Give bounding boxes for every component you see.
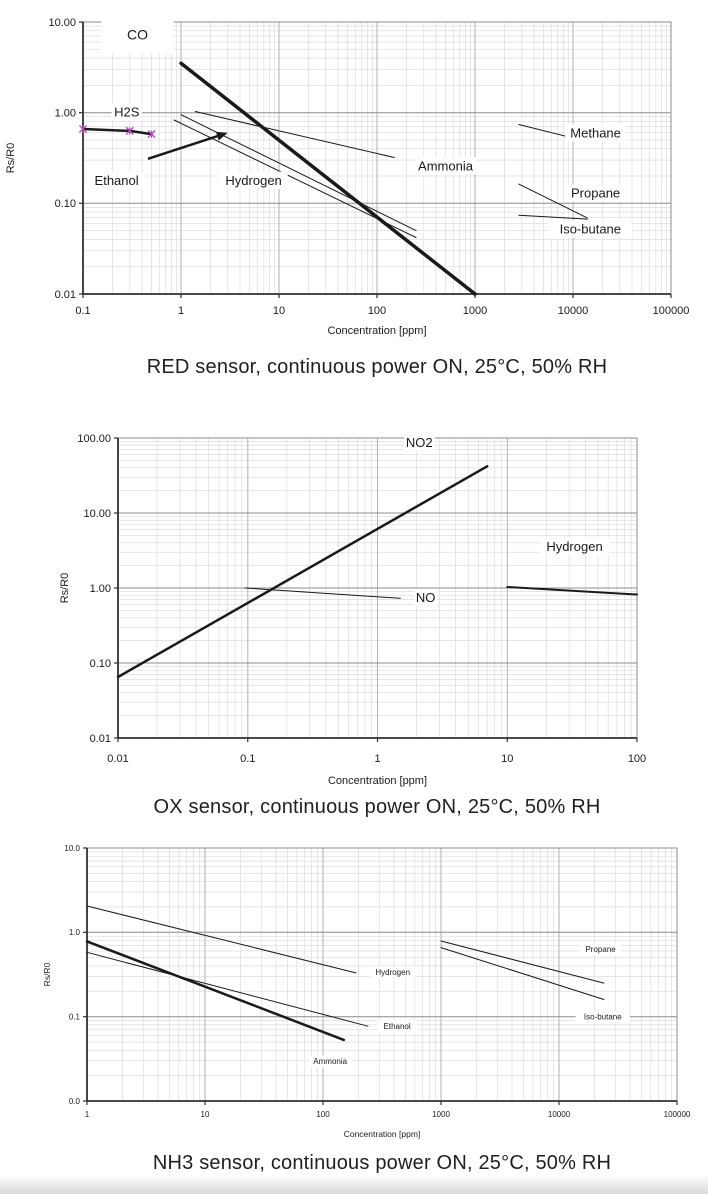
- ox-sensor-caption: OX sensor, continuous power ON, 25°C, 50…: [153, 796, 601, 818]
- series-hydrogen: [506, 586, 638, 596]
- annotation-arrow: [147, 135, 218, 160]
- x-tick-label: 0.01: [107, 753, 128, 765]
- label-propane: Propane: [585, 945, 616, 954]
- y-axis-title: Rs/R0: [42, 962, 52, 986]
- label-ethanol: Ethanol: [95, 173, 139, 188]
- y-tick-label: 100.00: [77, 433, 111, 445]
- y-tick-label: 10.0: [64, 844, 80, 853]
- label-no-bg: [414, 588, 438, 606]
- x-tick-label: 1: [374, 753, 380, 765]
- x-axis-title: Concentration [ppm]: [344, 1129, 421, 1139]
- x-tick-label: 1: [178, 305, 184, 317]
- label-iso-butane-bg: [548, 220, 632, 238]
- label-hydrogen: Hydrogen: [225, 173, 281, 188]
- series-propane: [518, 183, 588, 219]
- x-tick-label: 10000: [548, 1110, 571, 1119]
- x-tick-label: 10: [273, 305, 285, 317]
- y-tick-label: 1.0: [69, 928, 81, 937]
- label-no: NO: [416, 590, 436, 605]
- series-h2s-marker: [147, 130, 156, 139]
- series-h2s: [81, 127, 153, 136]
- label-ammonia: Ammonia: [418, 158, 474, 173]
- label-h2s: H2S: [114, 104, 140, 119]
- y-tick-label: 0.10: [55, 198, 76, 210]
- y-tick-label: 1.00: [55, 108, 76, 120]
- x-tick-label: 0.1: [240, 753, 255, 765]
- series-iso-butane: [518, 214, 588, 220]
- label-ethanol-bg: [86, 171, 147, 189]
- label-methane: Methane: [570, 125, 621, 140]
- label-ethanol-bg: [376, 1020, 418, 1033]
- y-tick-label: 0.01: [90, 733, 111, 745]
- x-tick-label: 100: [628, 753, 646, 765]
- chart-canvas: 0.01 0.1 1 10 100 100.00 10.00 1.00 0.10 0.01 Conc…: [59, 433, 646, 787]
- label-hydrogen-bg: [540, 537, 609, 555]
- label-propane-bg: [565, 184, 626, 202]
- series-ammonia: [85, 940, 346, 1042]
- series-iso-butane: [440, 947, 605, 1000]
- label-propane: Propane: [571, 186, 620, 201]
- label-h2s-bg: [111, 103, 143, 121]
- y-tick-label: 0.01: [55, 289, 76, 301]
- series-co: [179, 61, 477, 296]
- nh3-sensor-figure: 1 10 100 1000 10000 100000 10.0 1.0 0.1 0.0 Concen…: [0, 835, 708, 1145]
- x-tick-label: 100000: [653, 305, 690, 317]
- series-h2s-marker: [125, 126, 134, 135]
- series-no: [244, 587, 401, 599]
- y-tick-label: 0.0: [69, 1097, 81, 1106]
- y-axis-title: Rs/R0: [5, 143, 17, 174]
- chart-canvas: 1 10 100 1000 10000 100000 10.0 1.0 0.1 0.0 Concen…: [42, 844, 691, 1139]
- series-no2: [116, 465, 489, 679]
- x-tick-label: 100: [316, 1110, 330, 1119]
- x-tick-label: 1000: [463, 305, 487, 317]
- y-tick-label: 10.00: [83, 508, 111, 520]
- label-propane-bg: [580, 943, 621, 956]
- series-hydrogen: [173, 119, 417, 238]
- x-tick-label: 10000: [558, 305, 589, 317]
- label-iso-butane: Iso-butane: [560, 222, 621, 237]
- label-iso-butane: Iso-butane: [584, 1013, 622, 1022]
- series-propane: [440, 940, 605, 984]
- label-ammonia: Ammonia: [313, 1057, 347, 1066]
- nh3-sensor-caption: NH3 sensor, continuous power ON, 25°C, 5…: [152, 1152, 612, 1174]
- label-hydrogen: Hydrogen: [375, 968, 410, 977]
- x-tick-label: 100: [368, 305, 386, 317]
- x-tick-label: 10: [501, 753, 513, 765]
- annotation-arrowhead: [215, 131, 228, 141]
- x-tick-label: 1000: [432, 1110, 450, 1119]
- label-co-bg: [101, 15, 174, 54]
- label-ethanol: Ethanol: [384, 1022, 411, 1031]
- label-ammonia-bg: [415, 157, 476, 175]
- label-hydrogen: Hydrogen: [546, 539, 602, 554]
- label-no2-bg: [404, 433, 435, 451]
- y-tick-label: 10.00: [48, 17, 76, 29]
- label-hydrogen-bg: [370, 966, 416, 979]
- x-axis-title: Concentration [ppm]: [327, 325, 426, 337]
- x-tick-label: 1: [85, 1110, 90, 1119]
- label-methane-bg: [565, 124, 626, 142]
- x-tick-label: 0.1: [75, 305, 90, 317]
- series-h2s-marker: [78, 124, 88, 134]
- x-tick-label: 10: [201, 1110, 210, 1119]
- chart-canvas: 0.1 1 10 100 1000 10000 100000 10.00 1.00 0.10 0.0…: [5, 15, 690, 337]
- y-tick-label: 0.10: [90, 658, 111, 670]
- red-sensor-figure: 0.1 1 10 100 1000 10000 100000 10.00 1.00 0.10 0.0…: [0, 0, 708, 345]
- y-tick-label: 0.1: [69, 1012, 81, 1021]
- page-bottom-shade: [0, 1176, 708, 1194]
- ox-sensor-figure: 0.01 0.1 1 10 100 100.00 10.00 1.00 0.10 0.01 Conc…: [0, 415, 708, 790]
- y-tick-label: 1.00: [90, 583, 111, 595]
- label-no2: NO2: [406, 435, 433, 450]
- x-tick-label: 100000: [664, 1110, 691, 1119]
- label-ammonia-bg: [309, 1055, 351, 1068]
- label-co: CO: [127, 26, 148, 42]
- series-ethanol: [86, 951, 369, 1027]
- label-iso-butane-bg: [575, 1010, 630, 1023]
- label-hydrogen-bg: [219, 171, 288, 189]
- y-axis-title: Rs/R0: [59, 573, 71, 604]
- x-axis-title: Concentration [ppm]: [328, 775, 427, 787]
- series-ammonia: [194, 111, 395, 158]
- series-hydrogen: [86, 905, 357, 974]
- red-sensor-caption: RED sensor, continuous power ON, 25°C, 5…: [146, 356, 608, 378]
